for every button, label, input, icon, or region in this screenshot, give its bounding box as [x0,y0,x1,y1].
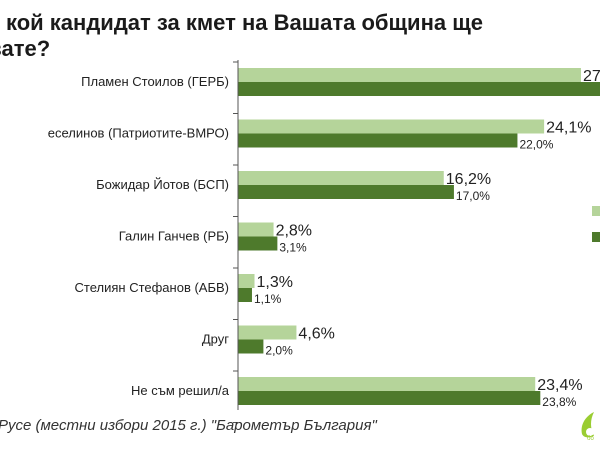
bar-series-1 [238,377,536,391]
bar-series-1 [238,325,297,340]
category-label: Не съм решил/а [131,383,230,398]
category-label: Пламен Стоилов (ГЕРБ) [81,74,229,89]
data-label-series-2: 2,0% [265,344,293,358]
svg-text:бб: бб [587,436,594,442]
bar-series-1 [238,222,274,237]
bar-series-2 [238,236,278,251]
bar-series-2 [238,82,600,96]
bar-series-2 [238,185,454,199]
bar-series-1 [238,119,545,134]
data-label-series-1: 2,8% [276,223,312,240]
data-label-series-2: 23,8% [542,395,576,409]
bar-series-2 [238,339,264,354]
data-label-series-2: 22,0% [519,138,553,152]
data-label-series-1: 16,2% [446,171,491,188]
data-label-series-1: 4,6% [298,326,334,343]
data-label-series-1: 23,4% [537,377,582,394]
source-note: Русе (местни избори 2015 г.) "Барометър … [0,417,377,434]
bar-series-2 [238,133,518,148]
bar-series-1 [238,171,444,185]
data-label-series-2: 1,1% [254,292,282,306]
bar-series-1 [238,274,255,288]
bar-series-2 [238,391,541,405]
category-label: Стелиян Стефанов (АБВ) [75,280,229,295]
data-label-series-1: 1,3% [257,274,293,291]
data-label-series-2: 3,1% [279,241,307,255]
logo-icon: бб [581,412,594,442]
data-label-series-1: 27 [583,68,600,85]
data-label-series-1: 24,1% [546,120,591,137]
partial-legend-marks [592,206,600,242]
bar-series-1 [238,68,581,82]
category-label: Божидар Йотов (БСП) [96,177,229,192]
category-label: еселинов (Патриотите-ВМРО) [48,126,229,141]
category-label: Друг [202,332,229,347]
chart-title-line-1: кой кандидат за кмет на Вашата община ще [6,10,484,35]
category-label: Галин Ганчев (РБ) [119,229,229,244]
bar-series-2 [238,288,252,302]
chart-title-line-2: увате? [0,36,51,61]
data-label-series-2: 17,0% [456,189,490,203]
